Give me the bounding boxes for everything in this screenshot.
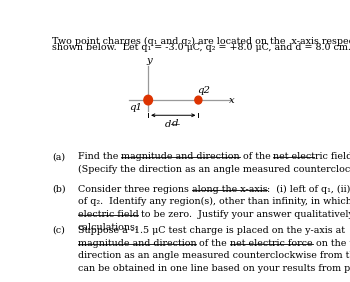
Text: electric field: electric field (78, 210, 138, 219)
Text: Two point charges (q₁ and q₂) are located on the  x-axis respectively at  x = 0 : Two point charges (q₁ and q₂) are locate… (52, 37, 350, 46)
Text: Suppose a -1.5 μC test charge is placed on the y-axis at  y = +6.0 cm.  Determin: Suppose a -1.5 μC test charge is placed … (78, 226, 350, 235)
Ellipse shape (144, 95, 153, 105)
Text: (b): (b) (52, 185, 65, 194)
Text: shown below.  Let q₁ = -3.0 μC, q₂ = +8.0 μC, and d = 8.0 cm.: shown below. Let q₁ = -3.0 μC, q₂ = +8.0… (52, 43, 350, 52)
Text: y: y (147, 56, 152, 65)
Text: of the: of the (196, 239, 230, 248)
Text: net electric field: net electric field (273, 152, 350, 161)
Text: (a): (a) (52, 152, 65, 161)
Text: of q₂.  Identify any region(s), other than infinity, in which it is possible for: of q₂. Identify any region(s), other tha… (78, 197, 350, 206)
Text: direction as an angle measured counterclockwise from the +x axis.  (Hint:  The a: direction as an angle measured countercl… (78, 251, 350, 260)
Text: d—: d— (165, 120, 181, 129)
Text: of the: of the (240, 152, 273, 161)
Text: Find the: Find the (78, 152, 121, 161)
Text: Consider three regions: Consider three regions (78, 185, 191, 194)
Text: magnitude and direction: magnitude and direction (121, 152, 240, 161)
Text: q1: q1 (129, 103, 142, 112)
Text: (Specify the direction as an angle measured counterclockwise from the +x axis.): (Specify the direction as an angle measu… (78, 165, 350, 174)
Text: can be obtained in one line based on your results from part (a).): can be obtained in one line based on you… (78, 264, 350, 273)
Text: net electric force: net electric force (230, 239, 313, 248)
Text: along the x-axis: along the x-axis (191, 185, 267, 194)
Text: magnitude and direction: magnitude and direction (78, 239, 196, 248)
Text: to be zero.  Justify your answer qualitatively, but do not perform any: to be zero. Justify your answer qualitat… (138, 210, 350, 219)
Text: (c): (c) (52, 226, 65, 235)
Text: on the test charge.  Again, specify the: on the test charge. Again, specify the (313, 239, 350, 248)
Text: q2: q2 (197, 86, 210, 95)
Text: x: x (229, 96, 235, 105)
Ellipse shape (195, 96, 202, 104)
Text: calculations.: calculations. (78, 222, 139, 232)
Text: :  (i) left of q₁, (ii) between q₁ and q₂, and (iii) right: : (i) left of q₁, (ii) between q₁ and q₂… (267, 185, 350, 194)
Text: d: d (172, 119, 178, 128)
